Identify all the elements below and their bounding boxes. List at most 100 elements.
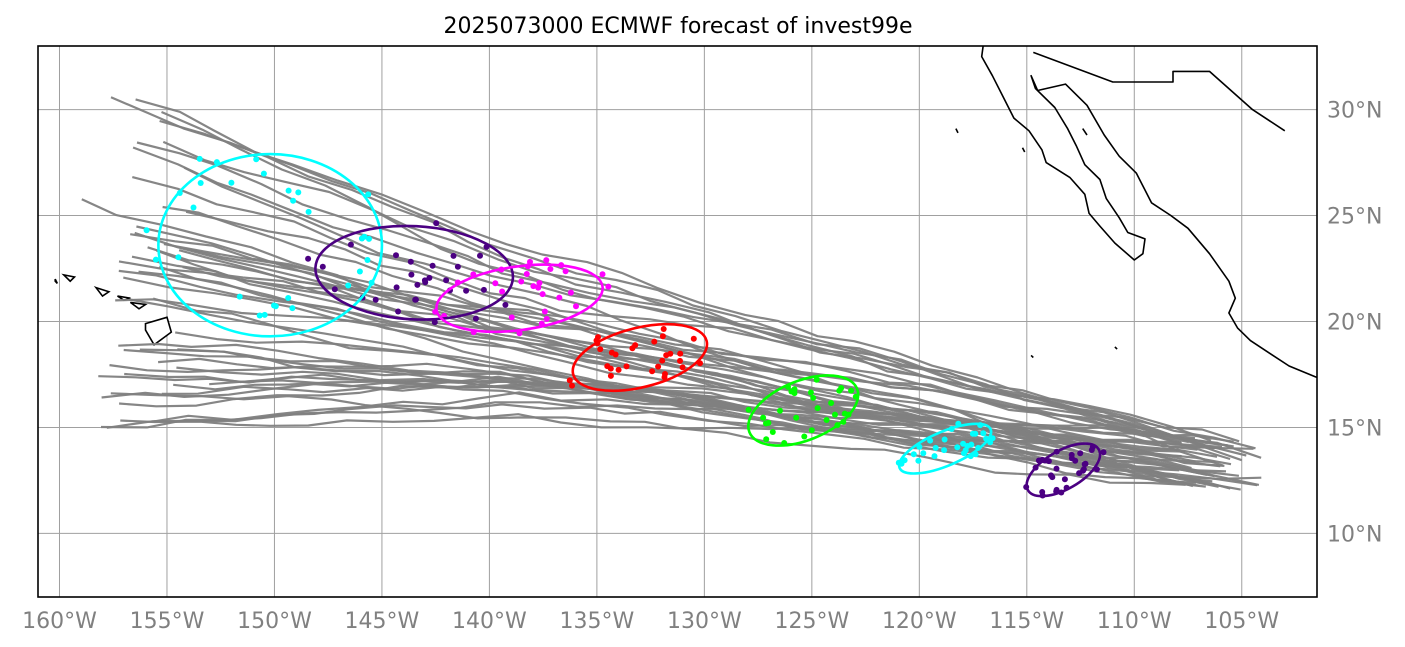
forecast-point [615,366,622,373]
forecast-point [562,268,569,275]
island [144,316,173,346]
forecast-point [463,287,470,294]
forecast-point [253,156,260,163]
forecast-point [920,450,927,457]
forecast-point [1053,465,1060,472]
forecast-point [261,311,268,318]
forecast-point [623,363,630,370]
forecast-point [814,405,821,412]
x-axis-labels: 160°W 155°W 150°W 145°W 140°W 135°W 130°W 125°W… [22,609,1279,634]
forecast-point [663,352,670,359]
forecast-point [393,284,400,291]
forecast-point [569,382,575,389]
forecast-point [364,257,371,263]
forecast-point [407,258,414,265]
forecast-point [1077,450,1084,457]
forecast-point [763,436,770,443]
ensemble-track [135,98,1224,467]
forecast-point [1080,466,1087,473]
x-tick-label: 150°W [237,609,312,634]
forecast-point [836,387,843,394]
forecast-point [769,429,776,435]
y-axis-labels: 10°N 15°N 20°N 25°N 30°N [1327,99,1382,548]
forecast-point [536,280,543,286]
island [1030,354,1034,359]
forecast-point [649,368,656,375]
forecast-point [1100,449,1107,456]
forecast-point [969,430,976,437]
forecast-point [499,288,506,295]
forecast-point [331,286,338,293]
forecast-point [285,295,292,301]
forecast-point [271,302,277,309]
forecast-point [556,294,563,301]
forecast-point [356,268,363,275]
forecast-point [823,417,830,423]
forecast-point [760,414,767,421]
spread-ellipse [897,422,993,475]
forecast-point [980,430,987,437]
ensemble-track [120,413,1213,483]
forecast-point [408,271,415,278]
forecast-point [1061,476,1068,483]
forecast-point [175,254,182,261]
ensemble-track [110,392,1186,486]
forecast-point [260,170,267,177]
forecast-point [677,357,683,364]
island [1082,128,1088,136]
forecast-point [662,371,668,377]
forecast-point [968,441,975,448]
forecast-point [679,364,686,371]
forecast-point [810,394,817,401]
ensemble-track [161,382,1234,443]
forecast-point [236,293,243,300]
graticule [38,46,1317,597]
x-tick-label: 120°W [882,609,957,634]
x-tick-label: 125°W [774,609,849,634]
forecast-point [832,411,838,418]
y-tick-label: 10°N [1327,522,1382,547]
forecast-point [607,372,614,379]
forecast-point [777,407,783,414]
forecast-point [412,296,419,303]
ensemble-track [132,176,1212,442]
forecast-point [813,376,820,383]
x-tick-label: 155°W [130,609,205,634]
x-tick-label: 115°W [989,609,1064,634]
forecast-point [365,191,372,198]
forecast-point [659,333,666,340]
forecast-point [190,204,197,211]
forecast-point [612,351,619,358]
island [1021,147,1026,153]
forecast-point [801,433,808,440]
forecast-point [651,338,658,345]
forecast-point [305,255,312,262]
ensemble-track [162,140,1256,450]
forecast-point [516,330,523,337]
forecast-point [915,457,922,464]
forecast-point [345,282,352,289]
y-tick-label: 20°N [1327,311,1382,336]
island [1114,346,1118,350]
forecast-point [393,252,399,259]
forecast-point [492,280,499,287]
forecast-point [196,155,203,162]
forecast-point [605,283,612,290]
forecast-point [228,179,235,186]
spread-ellipse [1025,442,1102,498]
forecast-point [366,235,372,242]
forecast-point [793,414,800,421]
forecast-point [941,447,948,454]
spread-ellipse [157,152,384,338]
spread-ellipse [747,374,860,447]
forecast-point [567,289,574,296]
ensemble-track [98,375,1182,444]
ensemble-track [159,119,1262,459]
forecast-point [604,363,611,370]
forecast-point [566,377,573,384]
x-tick-label: 130°W [667,609,742,634]
ensemble-track [183,166,1231,490]
forecast-point [508,314,515,321]
x-tick-label: 135°W [560,609,635,634]
